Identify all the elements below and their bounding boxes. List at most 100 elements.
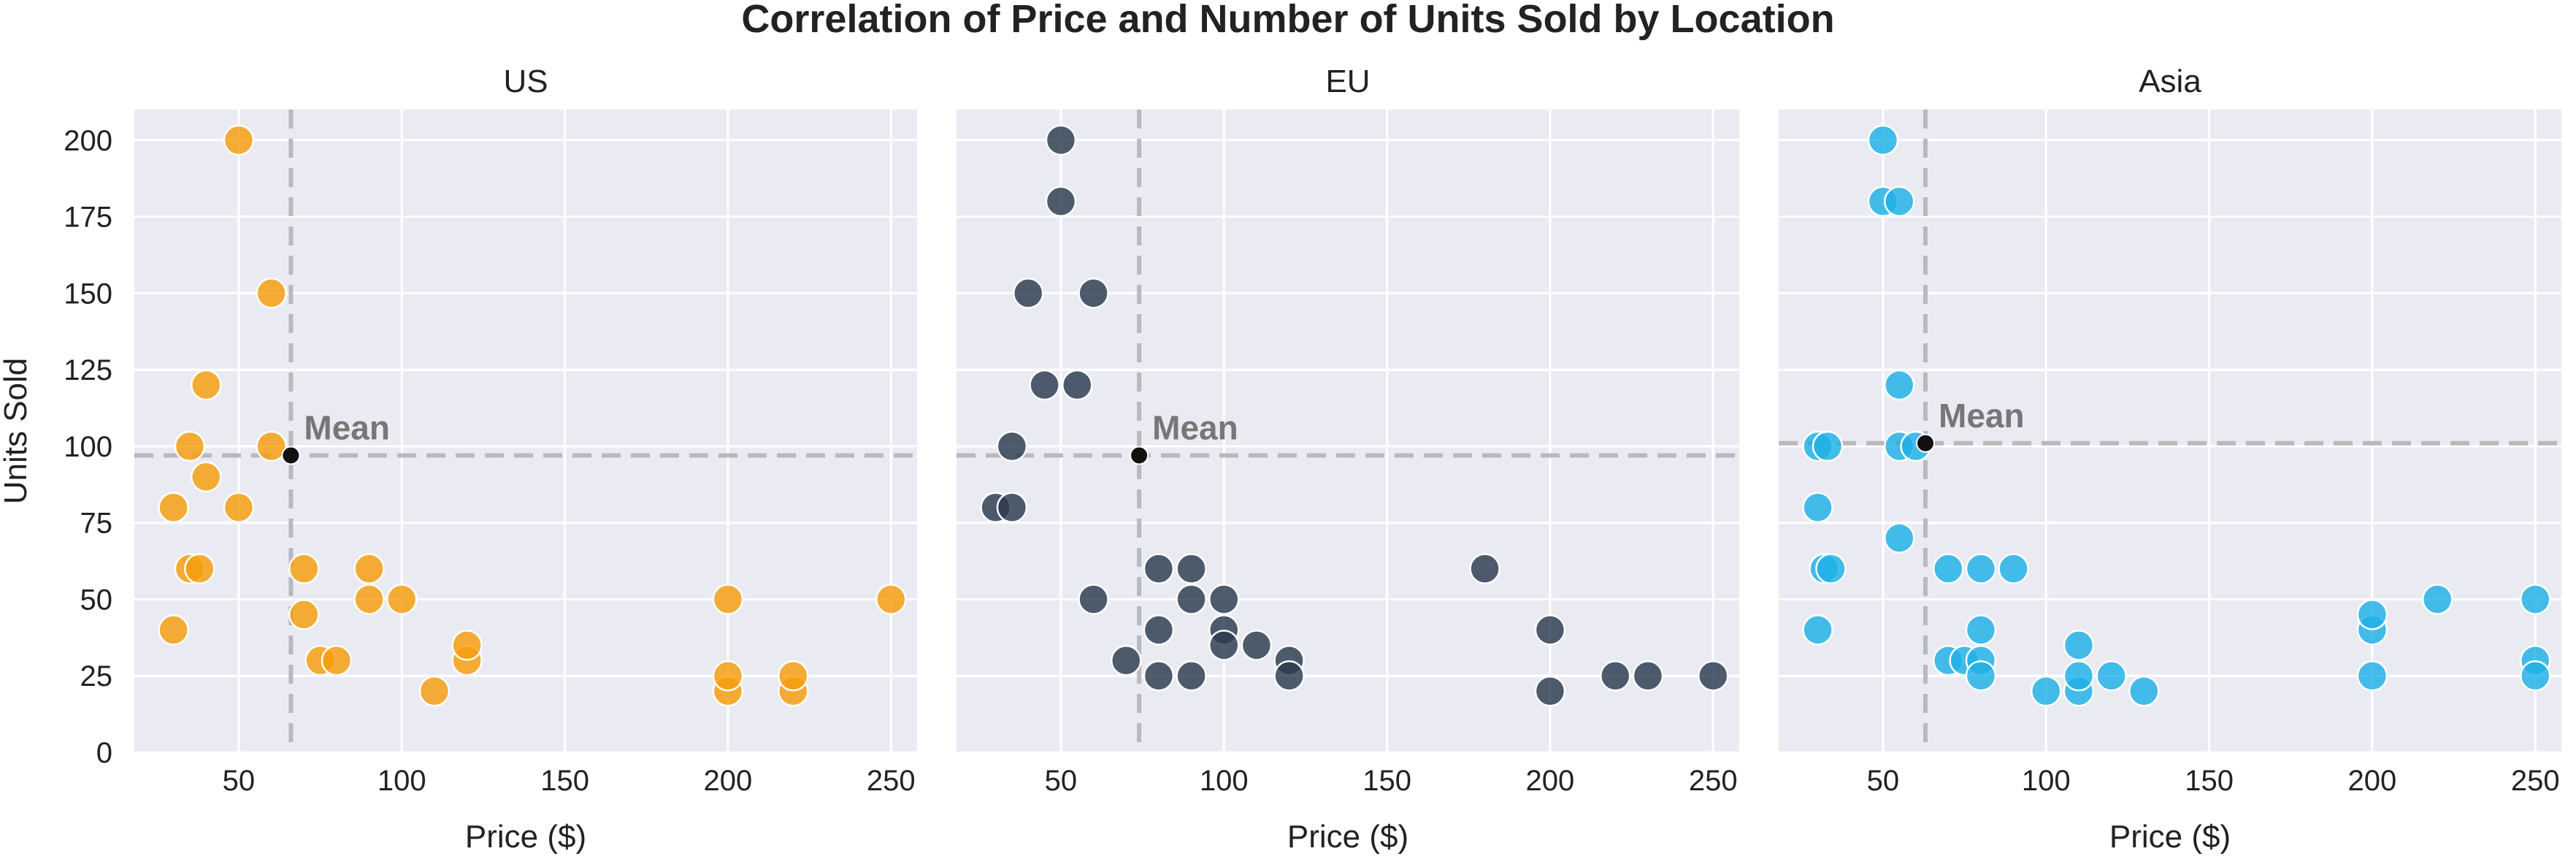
x-tick-label: 150 <box>2185 765 2234 797</box>
data-point <box>2356 660 2388 692</box>
data-point <box>451 630 483 661</box>
panel-title: Asia <box>2139 64 2201 99</box>
data-point <box>321 645 353 676</box>
data-point <box>1045 186 1077 217</box>
data-point <box>1273 660 1305 692</box>
data-point <box>2063 630 2095 661</box>
x-tick-label: 200 <box>1526 765 1575 797</box>
data-point <box>2063 660 2095 692</box>
data-point <box>1143 660 1175 692</box>
data-point <box>1176 584 1207 615</box>
data-point <box>778 660 809 692</box>
data-point <box>1241 630 1273 661</box>
data-point <box>875 584 907 615</box>
y-tick-label: 0 <box>96 737 112 769</box>
x-tick-label: 150 <box>1362 765 1411 797</box>
mean-label: Mean <box>304 409 390 447</box>
y-tick-label: 75 <box>80 508 113 540</box>
data-point <box>191 369 222 401</box>
panel-title: EU <box>1325 64 1370 99</box>
mean-point <box>1130 446 1149 465</box>
y-tick-label: 125 <box>64 354 112 386</box>
y-axis-label: Units Sold <box>0 358 34 505</box>
x-tick-label: 150 <box>540 765 589 797</box>
data-point <box>256 278 287 309</box>
data-point <box>1815 553 1847 584</box>
x-tick-label: 50 <box>1867 765 1900 797</box>
data-point <box>1965 553 1997 584</box>
x-tick-label: 100 <box>377 765 426 797</box>
data-point <box>1600 660 1631 692</box>
data-point <box>1884 522 1915 554</box>
data-point <box>223 124 255 156</box>
data-point <box>712 660 744 692</box>
data-point <box>1534 675 1566 707</box>
y-tick-label: 50 <box>80 584 113 616</box>
x-tick-label: 50 <box>223 765 256 797</box>
data-point <box>1867 124 1899 156</box>
data-point <box>1078 278 1109 309</box>
data-point <box>418 675 451 707</box>
panel-title: US <box>503 64 548 99</box>
data-point <box>1812 430 1844 462</box>
data-point <box>2422 584 2453 615</box>
data-point <box>1965 614 1997 646</box>
x-tick-label: 250 <box>1689 765 1738 797</box>
data-point <box>256 430 287 462</box>
data-point <box>1632 660 1664 692</box>
mean-label: Mean <box>1152 409 1238 447</box>
mean-label: Mean <box>1939 397 2025 435</box>
data-point <box>2356 599 2388 630</box>
data-point <box>353 553 385 584</box>
x-tick-label: 250 <box>2511 765 2560 797</box>
y-tick-label: 200 <box>64 125 112 157</box>
chart-title: Correlation of Price and Number of Units… <box>741 0 1834 41</box>
data-point <box>158 492 189 524</box>
x-tick-label: 200 <box>704 765 753 797</box>
data-point <box>1062 369 1093 401</box>
panels: 50 100 150 200 250 0 25 50 75 100 125 150 175 200 US Pr… <box>64 64 2561 855</box>
data-point <box>1884 186 1915 217</box>
data-point <box>1143 553 1175 584</box>
mean-point <box>1916 433 1935 453</box>
y-tick-label: 175 <box>64 202 112 234</box>
y-tick-label: 25 <box>80 660 113 692</box>
data-point <box>1143 614 1175 646</box>
data-point <box>158 614 189 646</box>
data-point <box>1933 553 1964 584</box>
data-point <box>288 553 320 584</box>
data-point <box>1698 660 1729 692</box>
data-point <box>1029 369 1060 401</box>
y-tick-label: 100 <box>64 431 112 463</box>
x-tick-label: 100 <box>1200 765 1249 797</box>
data-point <box>1208 630 1240 661</box>
data-point <box>1965 660 1997 692</box>
x-tick-label: 250 <box>867 765 916 797</box>
data-point <box>2031 675 2062 707</box>
data-point <box>1176 553 1207 584</box>
panel-us: 50 100 150 200 250 0 25 50 75 100 125 150 175 200 US Pr… <box>64 64 917 855</box>
data-point <box>1998 553 2029 584</box>
plot-background <box>134 110 917 752</box>
panel-asia: 50 100 150 200 250 Asia Price ($) Mean <box>1779 64 2561 855</box>
data-point <box>996 492 1028 524</box>
data-point <box>1469 553 1500 584</box>
data-point <box>1802 492 1833 524</box>
data-point <box>386 584 418 615</box>
data-point <box>1884 369 1915 401</box>
data-point <box>174 430 206 462</box>
x-axis-label: Price ($) <box>465 819 586 855</box>
y-tick-label: 150 <box>64 278 112 310</box>
x-tick-label: 50 <box>1045 765 1078 797</box>
data-point <box>1208 584 1240 615</box>
mean-point <box>281 446 301 465</box>
data-point <box>1534 614 1566 646</box>
data-point <box>1078 584 1109 615</box>
data-point <box>288 599 320 630</box>
data-point <box>996 430 1028 462</box>
data-point <box>2128 675 2160 707</box>
data-point <box>1176 660 1207 692</box>
data-point <box>1045 124 1077 156</box>
data-point <box>2520 660 2551 692</box>
